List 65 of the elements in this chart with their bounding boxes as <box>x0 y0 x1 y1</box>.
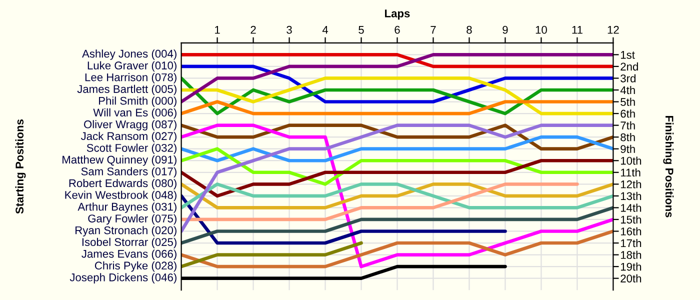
x-tick-label: 7 <box>430 26 436 34</box>
x-tick-label: 5 <box>358 26 364 34</box>
series-label: Lee Harrison (078) <box>85 73 176 84</box>
y-tick-label: 13th <box>620 192 642 200</box>
y-tick-label: 10th <box>620 156 642 165</box>
y-tick-label: 17th <box>620 238 642 248</box>
x-tick-label: 12 <box>608 26 619 34</box>
x-tick-label: 9 <box>502 26 508 34</box>
series-label: Will van Es (006) <box>93 108 176 119</box>
series-label: Luke Graver (010) <box>88 61 176 72</box>
series-label: Sam Sanders (017) <box>81 167 176 178</box>
y-tick-label: 4th <box>620 86 635 94</box>
series-label: James Bartlett (005) <box>77 84 176 96</box>
line-series <box>181 230 614 268</box>
x-tick-label: 6 <box>394 26 400 34</box>
y-tick-label: 16th <box>620 227 642 236</box>
series-label: Ashley Jones (004) <box>82 49 176 60</box>
series-label: Isobel Storrar (025) <box>82 238 176 248</box>
x-tick-label: 10 <box>536 26 547 34</box>
x-tick-label: 1 <box>215 26 220 34</box>
y-tick-label: 14th <box>620 204 642 212</box>
y-tick-label: 7th <box>620 121 635 130</box>
series-label: Gary Fowler (075) <box>88 214 176 225</box>
y-tick-label: 2nd <box>620 62 638 71</box>
line-series <box>181 147 614 186</box>
series-label: Joseph Dickens (046) <box>70 273 176 284</box>
series-label: Matthew Quinney (091) <box>62 155 176 166</box>
line-series <box>181 76 614 116</box>
y-tick-label: 20th <box>620 274 642 282</box>
series-label: Scott Fowler (032) <box>86 144 176 154</box>
series-label: Arthur Baynes (031) <box>78 202 176 213</box>
x-tick-label: 2 <box>250 26 256 34</box>
series-label: Robert Edwards (080) <box>69 178 176 190</box>
text: Starting Positions <box>15 119 26 214</box>
y-tick-label: 8th <box>620 133 635 142</box>
line-series <box>181 206 614 245</box>
line-series <box>181 182 579 222</box>
line-series <box>181 124 614 233</box>
y-tick-label: 1st <box>620 51 635 59</box>
line-series <box>181 124 614 268</box>
series-label: Chris Pyke (028) <box>94 261 176 272</box>
x-tick-label: 3 <box>286 26 292 34</box>
line-series <box>181 64 614 104</box>
y-tick-label: 6th <box>620 110 635 118</box>
series-label: Oliver Wragg (087) <box>84 120 176 130</box>
x-axis-title: Laps <box>385 10 410 20</box>
y-tick-label: 15th <box>620 215 642 224</box>
x-tick-label: 4 <box>322 26 328 34</box>
text: Finishing Positions <box>663 116 674 218</box>
x-tick-label: 8 <box>466 26 472 34</box>
y-tick-label: 9th <box>620 144 635 153</box>
series-label: Phil Smith (000) <box>99 96 176 107</box>
series-label: Ryan Stronach (020) <box>76 226 176 236</box>
series-label: James Evans (066) <box>82 250 176 260</box>
y-tick-label: 3rd <box>620 74 636 82</box>
y-tick-label: 19th <box>620 262 642 271</box>
y-tick-label: 11th <box>620 168 640 176</box>
line-series <box>181 158 614 198</box>
series-label: Jack Ransom (027) <box>80 132 176 142</box>
y-tick-label: 12th <box>620 180 642 188</box>
x-tick-label: 11 <box>572 26 582 34</box>
line-series <box>181 53 614 104</box>
series-label: Kevin Westbrook (048) <box>65 190 176 202</box>
y-tick-label: 18th <box>620 250 642 259</box>
y-tick-label: 5th <box>620 98 635 106</box>
